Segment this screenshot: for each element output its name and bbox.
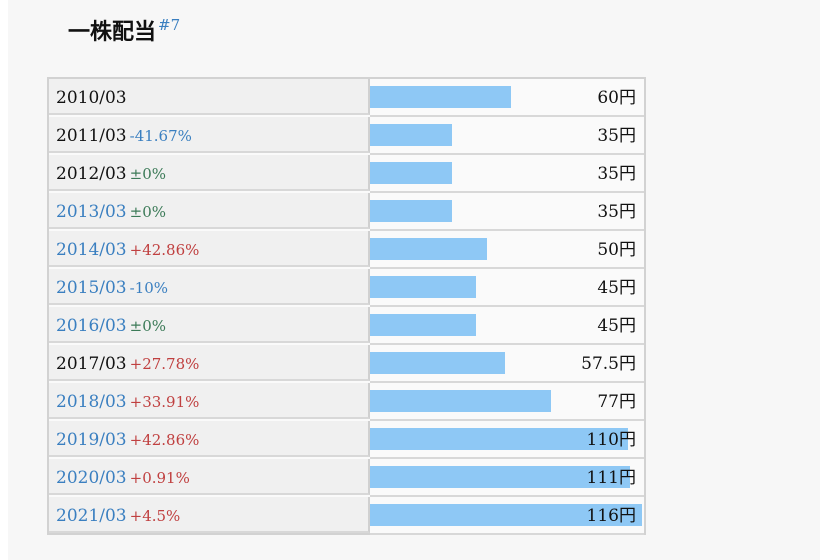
table-row: 2019/03 +42.86% 110円 bbox=[49, 421, 644, 459]
table-row: 2013/03 ±0% 35円 bbox=[49, 193, 644, 231]
year-label[interactable]: 2013/03 bbox=[56, 202, 127, 222]
value-cell: 77円 bbox=[370, 383, 644, 421]
value-bar bbox=[370, 276, 476, 298]
value-label: 35円 bbox=[597, 164, 636, 184]
year-label[interactable]: 2019/03 bbox=[56, 430, 127, 450]
value-label: 35円 bbox=[597, 202, 636, 222]
row-label: 2014/03 +42.86% bbox=[49, 231, 370, 267]
table-row: 2011/03 -41.67% 35円 bbox=[49, 117, 644, 155]
year-label[interactable]: 2014/03 bbox=[56, 240, 127, 260]
section-title-text: 一株配当 bbox=[68, 20, 157, 45]
row-label: 2020/03 +0.91% bbox=[49, 459, 370, 495]
row-label: 2018/03 +33.91% bbox=[49, 383, 370, 419]
value-cell: 35円 bbox=[370, 117, 644, 155]
row-label: 2021/03 +4.5% bbox=[49, 497, 370, 533]
value-cell: 35円 bbox=[370, 155, 644, 193]
row-label: 2019/03 +42.86% bbox=[49, 421, 370, 457]
value-bar bbox=[370, 428, 628, 450]
value-label: 77円 bbox=[597, 392, 636, 412]
table-row: 2015/03 -10% 45円 bbox=[49, 269, 644, 307]
value-label: 111円 bbox=[586, 468, 636, 488]
value-bar bbox=[370, 390, 551, 412]
change-label: -10% bbox=[129, 279, 169, 297]
year-label[interactable]: 2018/03 bbox=[56, 392, 127, 412]
change-label: ±0% bbox=[129, 203, 166, 221]
value-label: 116円 bbox=[586, 506, 636, 526]
footnote-link[interactable]: #7 bbox=[158, 16, 181, 34]
value-label: 45円 bbox=[597, 278, 636, 298]
value-cell: 45円 bbox=[370, 307, 644, 345]
table-row: 2018/03 +33.91% 77円 bbox=[49, 383, 644, 421]
value-label: 57.5円 bbox=[581, 354, 636, 374]
row-label: 2013/03 ±0% bbox=[49, 193, 370, 229]
row-label: 2010/03 bbox=[49, 79, 370, 115]
value-cell: 111円 bbox=[370, 459, 644, 497]
change-label: ±0% bbox=[129, 165, 166, 183]
change-label: +4.5% bbox=[129, 507, 181, 525]
year-label[interactable]: 2020/03 bbox=[56, 468, 127, 488]
table-row: 2010/03 60円 bbox=[49, 79, 644, 117]
value-label: 45円 bbox=[597, 316, 636, 336]
value-label: 35円 bbox=[597, 126, 636, 146]
value-cell: 60円 bbox=[370, 79, 644, 117]
year-label[interactable]: 2021/03 bbox=[56, 506, 127, 526]
year-label: 2010/03 bbox=[56, 88, 127, 108]
value-bar bbox=[370, 200, 453, 222]
section-title: 一株配当 #7 bbox=[68, 14, 180, 46]
value-bar bbox=[370, 504, 642, 526]
value-cell: 35円 bbox=[370, 193, 644, 231]
value-cell: 116円 bbox=[370, 497, 644, 535]
value-label: 60円 bbox=[597, 88, 636, 108]
change-label: +33.91% bbox=[129, 393, 200, 411]
value-cell: 110円 bbox=[370, 421, 644, 459]
year-label: 2011/03 bbox=[56, 126, 127, 146]
table-row: 2017/03 +27.78% 57.5円 bbox=[49, 345, 644, 383]
table-row: 2021/03 +4.5% 116円 bbox=[49, 497, 644, 535]
table-row: 2020/03 +0.91% 111円 bbox=[49, 459, 644, 497]
change-label: +0.91% bbox=[129, 469, 190, 487]
row-label: 2015/03 -10% bbox=[49, 269, 370, 305]
value-bar bbox=[370, 314, 476, 336]
year-label: 2012/03 bbox=[56, 164, 127, 184]
value-bar bbox=[370, 162, 453, 184]
value-bar bbox=[370, 466, 631, 488]
value-bar bbox=[370, 124, 453, 146]
row-label: 2011/03 -41.67% bbox=[49, 117, 370, 153]
year-label[interactable]: 2016/03 bbox=[56, 316, 127, 336]
year-label: 2017/03 bbox=[56, 354, 127, 374]
row-label: 2012/03 ±0% bbox=[49, 155, 370, 191]
value-label: 110円 bbox=[586, 430, 636, 450]
change-label: -41.67% bbox=[129, 127, 192, 145]
change-label: ±0% bbox=[129, 317, 166, 335]
table-row: 2014/03 +42.86% 50円 bbox=[49, 231, 644, 269]
dividend-table: 2010/03 60円 2011/03 -41.67% 35円 2012/03 ±0% 35円… bbox=[47, 77, 646, 535]
value-bar bbox=[370, 238, 488, 260]
row-label: 2017/03 +27.78% bbox=[49, 345, 370, 381]
value-label: 50円 bbox=[597, 240, 636, 260]
value-cell: 50円 bbox=[370, 231, 644, 269]
value-cell: 45円 bbox=[370, 269, 644, 307]
table-row: 2016/03 ±0% 45円 bbox=[49, 307, 644, 345]
value-bar bbox=[370, 86, 511, 108]
year-label[interactable]: 2015/03 bbox=[56, 278, 127, 298]
change-label: +42.86% bbox=[129, 241, 200, 259]
table-row: 2012/03 ±0% 35円 bbox=[49, 155, 644, 193]
value-bar bbox=[370, 352, 505, 374]
change-label: +27.78% bbox=[129, 355, 200, 373]
value-cell: 57.5円 bbox=[370, 345, 644, 383]
change-label: +42.86% bbox=[129, 431, 200, 449]
row-label: 2016/03 ±0% bbox=[49, 307, 370, 343]
